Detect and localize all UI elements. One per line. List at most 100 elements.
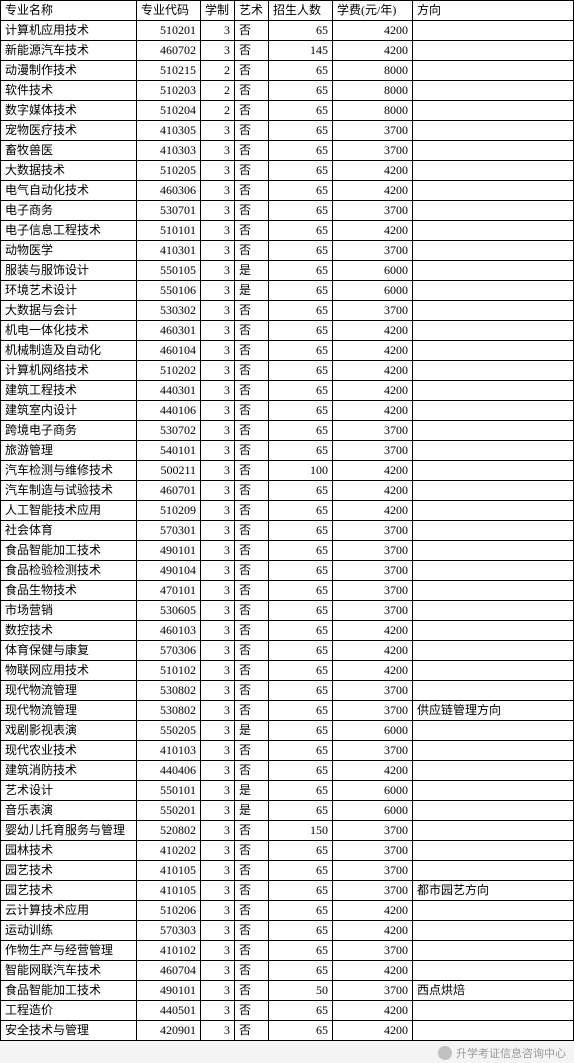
table-row: 汽车检测与维修技术5002113否1004200 bbox=[1, 461, 574, 481]
cell-fee: 8000 bbox=[333, 101, 413, 121]
cell-dur: 3 bbox=[201, 741, 235, 761]
cell-fee: 4200 bbox=[333, 361, 413, 381]
cell-art: 否 bbox=[235, 1001, 269, 1021]
table-row: 现代农业技术4101033否653700 bbox=[1, 741, 574, 761]
cell-dur: 3 bbox=[201, 901, 235, 921]
cell-code: 550205 bbox=[137, 721, 201, 741]
cell-dir bbox=[413, 161, 574, 181]
cell-art: 否 bbox=[235, 681, 269, 701]
cell-fee: 3700 bbox=[333, 821, 413, 841]
cell-code: 510205 bbox=[137, 161, 201, 181]
cell-code: 510202 bbox=[137, 361, 201, 381]
cell-enr: 65 bbox=[269, 161, 333, 181]
cell-code: 550201 bbox=[137, 801, 201, 821]
cell-code: 490104 bbox=[137, 561, 201, 581]
cell-art: 否 bbox=[235, 941, 269, 961]
cell-enr: 50 bbox=[269, 981, 333, 1001]
cell-fee: 4200 bbox=[333, 501, 413, 521]
cell-dir bbox=[413, 621, 574, 641]
cell-code: 520802 bbox=[137, 821, 201, 841]
cell-enr: 65 bbox=[269, 761, 333, 781]
cell-dur: 3 bbox=[201, 281, 235, 301]
cell-dir bbox=[413, 501, 574, 521]
cell-dir bbox=[413, 401, 574, 421]
cell-dur: 3 bbox=[201, 601, 235, 621]
cell-dur: 3 bbox=[201, 1021, 235, 1041]
cell-enr: 65 bbox=[269, 481, 333, 501]
cell-dir bbox=[413, 941, 574, 961]
cell-name: 现代物流管理 bbox=[1, 701, 137, 721]
cell-code: 510101 bbox=[137, 221, 201, 241]
cell-art: 否 bbox=[235, 861, 269, 881]
cell-art: 否 bbox=[235, 121, 269, 141]
cell-art: 否 bbox=[235, 481, 269, 501]
cell-dur: 3 bbox=[201, 921, 235, 941]
cell-code: 440301 bbox=[137, 381, 201, 401]
cell-dur: 3 bbox=[201, 341, 235, 361]
cell-dur: 3 bbox=[201, 821, 235, 841]
cell-art: 否 bbox=[235, 701, 269, 721]
cell-name: 数字媒体技术 bbox=[1, 101, 137, 121]
cell-dir bbox=[413, 41, 574, 61]
cell-code: 550105 bbox=[137, 261, 201, 281]
table-row: 计算机应用技术5102013否654200 bbox=[1, 21, 574, 41]
table-row: 食品生物技术4701013否653700 bbox=[1, 581, 574, 601]
table-row: 环境艺术设计5501063是656000 bbox=[1, 281, 574, 301]
cell-dur: 3 bbox=[201, 461, 235, 481]
cell-enr: 65 bbox=[269, 901, 333, 921]
cell-name: 大数据与会计 bbox=[1, 301, 137, 321]
cell-enr: 65 bbox=[269, 1001, 333, 1021]
cell-code: 440501 bbox=[137, 1001, 201, 1021]
cell-fee: 4200 bbox=[333, 661, 413, 681]
cell-dir bbox=[413, 661, 574, 681]
table-row: 人工智能技术应用5102093否654200 bbox=[1, 501, 574, 521]
cell-fee: 4200 bbox=[333, 321, 413, 341]
cell-dur: 3 bbox=[201, 381, 235, 401]
cell-name: 宠物医疗技术 bbox=[1, 121, 137, 141]
cell-enr: 65 bbox=[269, 621, 333, 641]
table-row: 智能网联汽车技术4607043否654200 bbox=[1, 961, 574, 981]
cell-code: 550101 bbox=[137, 781, 201, 801]
cell-art: 否 bbox=[235, 61, 269, 81]
cell-name: 机械制造及自动化 bbox=[1, 341, 137, 361]
cell-enr: 150 bbox=[269, 821, 333, 841]
cell-name: 数控技术 bbox=[1, 621, 137, 641]
cell-enr: 65 bbox=[269, 321, 333, 341]
cell-dur: 3 bbox=[201, 21, 235, 41]
cell-art: 否 bbox=[235, 301, 269, 321]
table-row: 园艺技术4101053否653700 bbox=[1, 861, 574, 881]
cell-code: 460701 bbox=[137, 481, 201, 501]
cell-dir bbox=[413, 381, 574, 401]
cell-name: 建筑室内设计 bbox=[1, 401, 137, 421]
cell-enr: 65 bbox=[269, 101, 333, 121]
table-row: 食品智能加工技术4901013否653700 bbox=[1, 541, 574, 561]
cell-art: 否 bbox=[235, 161, 269, 181]
cell-fee: 3700 bbox=[333, 701, 413, 721]
cell-fee: 3700 bbox=[333, 541, 413, 561]
cell-code: 460702 bbox=[137, 41, 201, 61]
cell-name: 现代物流管理 bbox=[1, 681, 137, 701]
cell-art: 否 bbox=[235, 741, 269, 761]
cell-fee: 4200 bbox=[333, 221, 413, 241]
cell-dur: 3 bbox=[201, 361, 235, 381]
cell-enr: 145 bbox=[269, 41, 333, 61]
cell-enr: 65 bbox=[269, 81, 333, 101]
cell-art: 否 bbox=[235, 21, 269, 41]
cell-art: 是 bbox=[235, 261, 269, 281]
cell-fee: 4200 bbox=[333, 41, 413, 61]
cell-enr: 65 bbox=[269, 341, 333, 361]
cell-code: 420901 bbox=[137, 1021, 201, 1041]
cell-enr: 65 bbox=[269, 941, 333, 961]
cell-enr: 65 bbox=[269, 661, 333, 681]
cell-enr: 65 bbox=[269, 441, 333, 461]
cell-name: 服装与服饰设计 bbox=[1, 261, 137, 281]
cell-art: 否 bbox=[235, 761, 269, 781]
cell-fee: 3700 bbox=[333, 581, 413, 601]
cell-code: 460704 bbox=[137, 961, 201, 981]
cell-dir bbox=[413, 641, 574, 661]
cell-name: 食品生物技术 bbox=[1, 581, 137, 601]
cell-fee: 4200 bbox=[333, 21, 413, 41]
cell-code: 530802 bbox=[137, 681, 201, 701]
cell-name: 作物生产与经营管理 bbox=[1, 941, 137, 961]
cell-art: 否 bbox=[235, 321, 269, 341]
